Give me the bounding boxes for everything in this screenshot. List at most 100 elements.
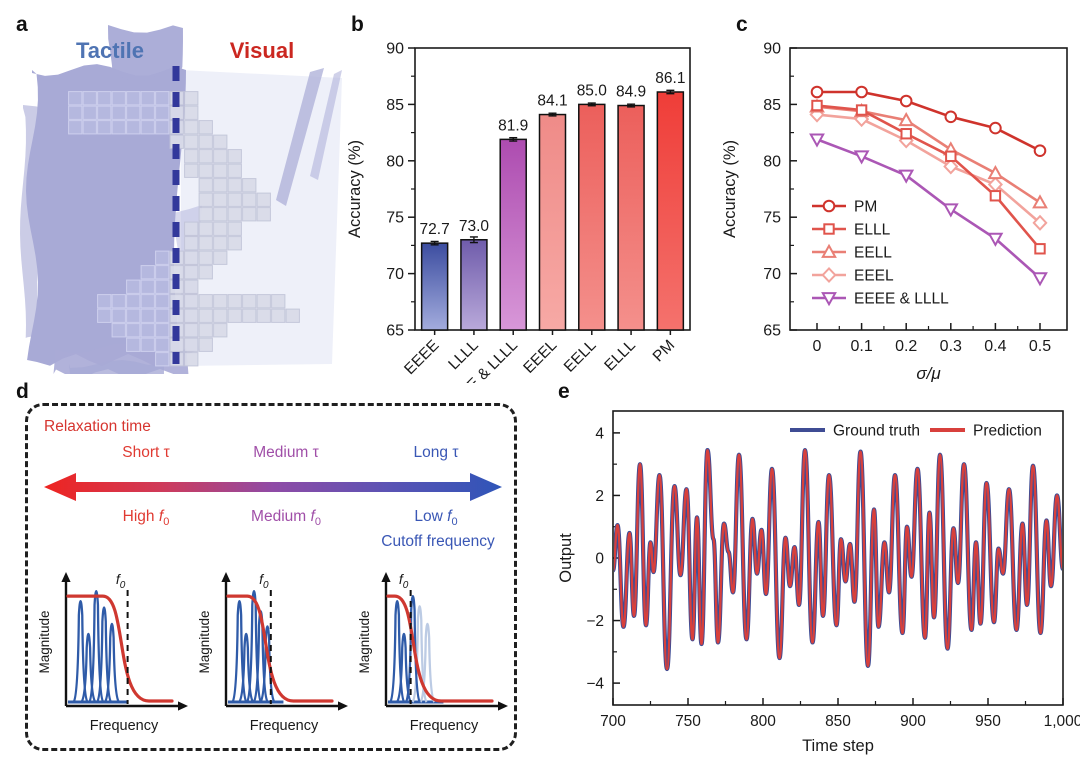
output-timeseries-chart: 700 750 800 850 900 950 1,000 −4 −2 0 2 4 Ground tru… [557, 410, 1080, 755]
svg-text:85: 85 [763, 97, 781, 114]
panel-c-label: c [736, 13, 748, 36]
series-EEEL [809, 106, 1048, 231]
x-axis-title: Time step [802, 737, 874, 755]
svg-text:65: 65 [386, 323, 404, 340]
tactile-label: Tactile [76, 38, 144, 63]
bar-value-label: 81.9 [498, 117, 528, 134]
magnitude-axis-title: Magnitude [37, 610, 52, 673]
svg-text:0.1: 0.1 [850, 338, 872, 355]
svg-text:2: 2 [595, 488, 604, 505]
svg-text:80: 80 [386, 153, 404, 170]
svg-text:4: 4 [595, 425, 604, 442]
frequency-axis-title: Frequency [410, 718, 479, 734]
bar-value-label: 72.7 [420, 221, 450, 238]
bar-LLLL [460, 239, 488, 331]
visual-label: Visual [230, 38, 294, 63]
spectral-peak [96, 606, 113, 703]
relaxation-gradient-arrow [44, 473, 502, 501]
svg-text:80: 80 [763, 153, 781, 170]
frequency-axis-title: Frequency [250, 718, 319, 734]
panel-b-label: b [351, 13, 364, 36]
bar-EEEE [420, 242, 449, 331]
bar-category-label: ELLL [601, 337, 639, 375]
spectral-peak [245, 589, 263, 703]
svg-text:0.4: 0.4 [984, 338, 1006, 355]
accuracy-vs-noise-line-chart: 65 70 75 80 85 90 0 0.1 0.2 0.3 0.4 0.5 PM ELLL EELL EE… [721, 41, 1068, 383]
series-ELLL [811, 99, 1046, 255]
svg-text:0: 0 [813, 338, 822, 355]
series-EEEE & LLLL [809, 133, 1048, 287]
spectral-peak [72, 600, 89, 703]
svg-text:950: 950 [975, 713, 1001, 730]
bar-ELLL [617, 104, 645, 331]
svg-text:0.3: 0.3 [940, 338, 962, 355]
bar-category-label: EEEE [401, 337, 442, 378]
spectral-peak [103, 622, 120, 703]
relaxation-schematic-box: Relaxation time Short τ Medium τ Long τ … [25, 403, 517, 751]
frequency-axis-title: Frequency [90, 718, 159, 734]
legend-label: EEEE & LLLL [854, 291, 949, 308]
spectral-peak [419, 622, 436, 703]
legend-prediction: Prediction [973, 423, 1042, 440]
prediction-line [614, 448, 1062, 671]
spectrum-plot-long-tau: f0 Magnitude Frequency [357, 571, 508, 734]
bar-category-label: EELL [561, 337, 600, 376]
bar-EELL [578, 103, 606, 331]
low-f0-label: Low f0 [414, 508, 458, 529]
bar-PM [656, 91, 685, 331]
svg-text:850: 850 [825, 713, 851, 730]
spectral-peak [389, 600, 406, 703]
bar-category-label: LLLL [445, 337, 482, 374]
spectral-peak [395, 632, 412, 703]
spectral-peak [238, 632, 255, 703]
legend-label: EELL [854, 245, 892, 262]
legend: Ground truth Prediction [790, 423, 1042, 440]
lowpass-filter-curve [66, 594, 174, 703]
svg-text:70: 70 [386, 266, 404, 283]
legend-label: EEEL [854, 268, 894, 285]
plot-frame [789, 47, 1068, 331]
svg-text:75: 75 [386, 210, 404, 227]
bar-category-label: PM [650, 337, 678, 365]
svg-text:0: 0 [595, 551, 604, 568]
f0-label: f0 [116, 571, 126, 591]
y-axis-title: Accuracy (%) [346, 140, 364, 238]
short-tau-label: Short τ [122, 444, 170, 461]
tactile-visual-illustration: Tactile Visual [20, 24, 342, 374]
spectrum-plot-short-tau: f0 Magnitude Frequency [37, 571, 188, 734]
magnitude-axis-title: Magnitude [197, 610, 212, 673]
legend-label: ELLL [854, 222, 891, 239]
svg-text:1,000: 1,000 [1044, 713, 1080, 730]
series-PM [810, 85, 1047, 157]
svg-text:−4: −4 [586, 676, 604, 693]
svg-text:90: 90 [763, 41, 781, 58]
spectral-peak [88, 589, 105, 703]
brush-stroke [20, 105, 43, 338]
svg-text:90: 90 [386, 41, 404, 58]
svg-text:65: 65 [763, 323, 781, 340]
spectral-peak [80, 632, 97, 703]
ground-truth-line [614, 447, 1062, 672]
pixel-grid [68, 91, 300, 367]
panel-d-label: d [16, 380, 29, 403]
brush-stroke [69, 360, 164, 374]
lowpass-filter-curve [226, 594, 334, 703]
y-axis-title: Accuracy (%) [721, 140, 739, 238]
svg-text:800: 800 [750, 713, 776, 730]
double-headed-arrow [44, 473, 502, 501]
high-f0-label: High f0 [122, 508, 170, 529]
svg-text:750: 750 [675, 713, 701, 730]
long-tau-label: Long τ [413, 444, 459, 461]
x-axis-title: σ/μ [916, 364, 941, 383]
bar-value-label: 84.9 [616, 84, 646, 101]
bar-EEEL [538, 113, 567, 331]
bar-EEEE & LLLL [499, 138, 527, 331]
svg-text:700: 700 [600, 713, 626, 730]
bar-value-label: 86.1 [655, 70, 685, 87]
legend-ground-truth: Ground truth [833, 423, 920, 440]
spectral-peak [231, 600, 248, 703]
svg-text:−2: −2 [586, 613, 604, 630]
magnitude-axis-title: Magnitude [357, 610, 372, 673]
